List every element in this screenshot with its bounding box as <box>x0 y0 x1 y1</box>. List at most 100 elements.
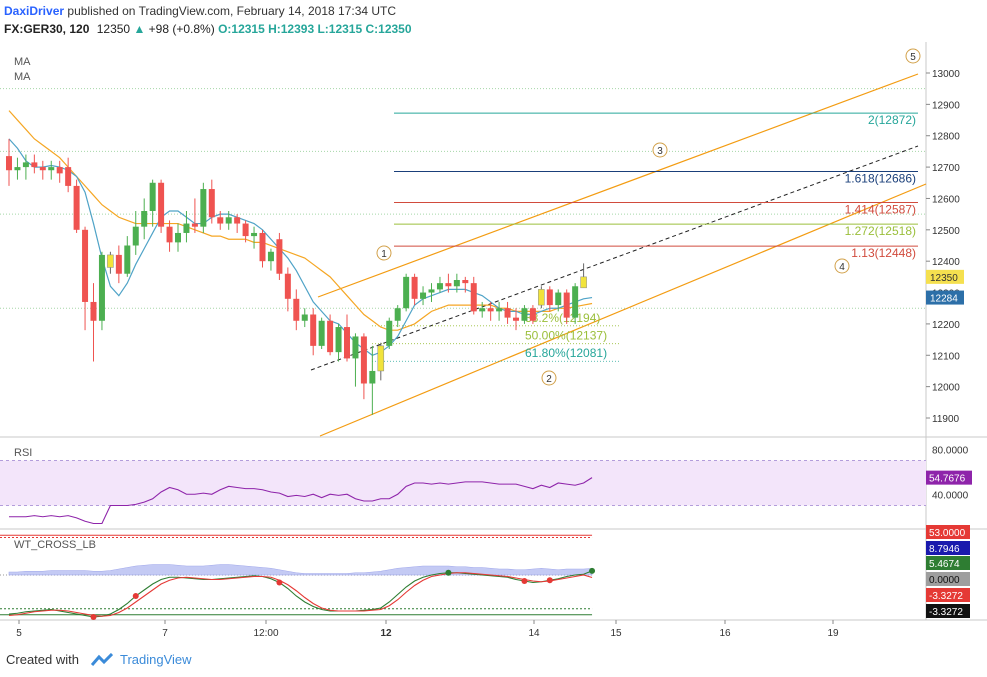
rsi-tick-label: 40.0000 <box>932 490 969 501</box>
candle-body <box>394 308 401 321</box>
candle-body <box>132 226 139 246</box>
candle-body <box>445 283 452 287</box>
x-tick-label: 12 <box>380 628 392 639</box>
candle-body <box>436 283 443 290</box>
candle-body <box>267 251 274 262</box>
price-badge <box>926 290 964 305</box>
tradingview-logo-icon <box>90 653 113 666</box>
candle-body <box>98 254 105 321</box>
candle-body <box>48 167 55 171</box>
wave-label: 5 <box>910 52 916 63</box>
wave-label: 4 <box>839 262 845 273</box>
candle-body <box>352 336 359 359</box>
candle-body <box>310 314 317 346</box>
chart-canvas[interactable]: 1300012900128001270012600125001240012300… <box>0 42 987 644</box>
candle-body <box>200 189 207 227</box>
symbol: FX:GER30, 120 <box>4 22 90 36</box>
wave-label-circle <box>541 370 557 386</box>
candle-body <box>65 167 72 186</box>
candle-body <box>251 232 258 237</box>
candle-body <box>335 327 342 353</box>
ma-fast-line <box>8 138 593 356</box>
dashed-trend-line <box>310 145 919 371</box>
last-price: 12350 <box>96 22 131 36</box>
price-tick-label: 12200 <box>932 320 960 331</box>
wt-badge <box>926 556 970 570</box>
ma-slow-line <box>8 110 593 331</box>
candle-body <box>115 254 122 274</box>
candle-body <box>39 167 46 171</box>
candle-body <box>158 182 165 227</box>
wave-label: 2 <box>546 374 552 385</box>
x-tick-label: 5 <box>16 628 22 639</box>
candle-body <box>428 289 435 293</box>
candle-body <box>22 162 29 168</box>
wt-cross-dot <box>521 578 528 584</box>
candle-body <box>73 185 80 230</box>
candle-body <box>521 308 528 321</box>
wt-cross-dot <box>132 593 139 599</box>
wt-badge <box>926 604 970 618</box>
candle-body <box>504 308 511 318</box>
price-tick-label: 12600 <box>932 194 960 205</box>
wt-badge-label: 5.4674 <box>929 559 960 570</box>
wt-cross-dot <box>445 569 452 576</box>
symbol-line: FX:GER30, 120 12350 ▲ +98 (+0.8%) O:1231… <box>4 22 412 36</box>
indicator-label: MA <box>14 56 31 68</box>
wave-label: 3 <box>657 146 663 157</box>
channel-upper-line <box>317 73 919 298</box>
candle-body <box>420 292 427 299</box>
fib-level-label: 1.414(12587) <box>845 203 916 217</box>
candle-body <box>225 217 232 224</box>
candle-body <box>90 301 97 321</box>
candle-body <box>470 283 477 312</box>
candle-body <box>529 308 536 321</box>
price-tick-label: 13000 <box>932 69 960 80</box>
x-tick-label: 19 <box>827 628 839 639</box>
wt-badge <box>926 572 970 586</box>
candle-body <box>217 217 224 224</box>
price-tick-label: 12400 <box>932 257 960 268</box>
candle-body <box>191 223 198 227</box>
candle-body <box>242 223 249 237</box>
indicator-label: MA <box>14 71 31 83</box>
wt-cross-dot <box>90 614 97 620</box>
candle-body <box>369 370 376 384</box>
rsi-badge-label: 54.7676 <box>929 474 966 485</box>
candle-body <box>538 289 545 306</box>
wt-badge <box>926 588 970 602</box>
candle-body <box>513 317 519 321</box>
x-tick-label: 16 <box>719 628 731 639</box>
created-with-text: Created with <box>6 652 79 667</box>
ohlc-values: O:12315 H:12393 L:12315 C:12350 <box>218 22 412 36</box>
candle-body <box>453 280 460 287</box>
publish-line: DaxiDriver published on TradingView.com,… <box>4 4 396 18</box>
candle-body <box>175 232 181 243</box>
candle-body <box>377 345 385 372</box>
wt-badge-label: -3.3272 <box>929 591 963 602</box>
wt-wt2-line <box>8 572 593 617</box>
candle-body <box>6 156 12 171</box>
chart-header: DaxiDriver published on TradingView.com,… <box>0 0 987 42</box>
candle-body <box>166 226 173 243</box>
candle-body <box>462 280 469 284</box>
wave-label-circle <box>834 258 850 274</box>
price-tick-label: 12000 <box>932 383 960 394</box>
candle-body <box>572 286 579 318</box>
wave-label-circle <box>376 245 392 261</box>
rsi-line <box>9 477 593 525</box>
candle-body <box>327 320 334 353</box>
candle-body <box>479 308 486 312</box>
candle-body <box>183 223 190 233</box>
price-tick-label: 12900 <box>932 100 960 111</box>
price-tick-label: 12500 <box>932 226 960 237</box>
author-name[interactable]: DaxiDriver <box>4 4 65 18</box>
candle-body <box>259 232 266 262</box>
wt-badge-label: 53.0000 <box>929 528 966 539</box>
rsi-title: RSI <box>14 447 32 459</box>
candle-body <box>318 320 325 346</box>
wt-histogram-area <box>8 564 593 576</box>
candle-body <box>107 254 114 268</box>
tradingview-link[interactable]: TradingView <box>120 652 192 667</box>
price-badge-label: 12350 <box>930 273 958 284</box>
